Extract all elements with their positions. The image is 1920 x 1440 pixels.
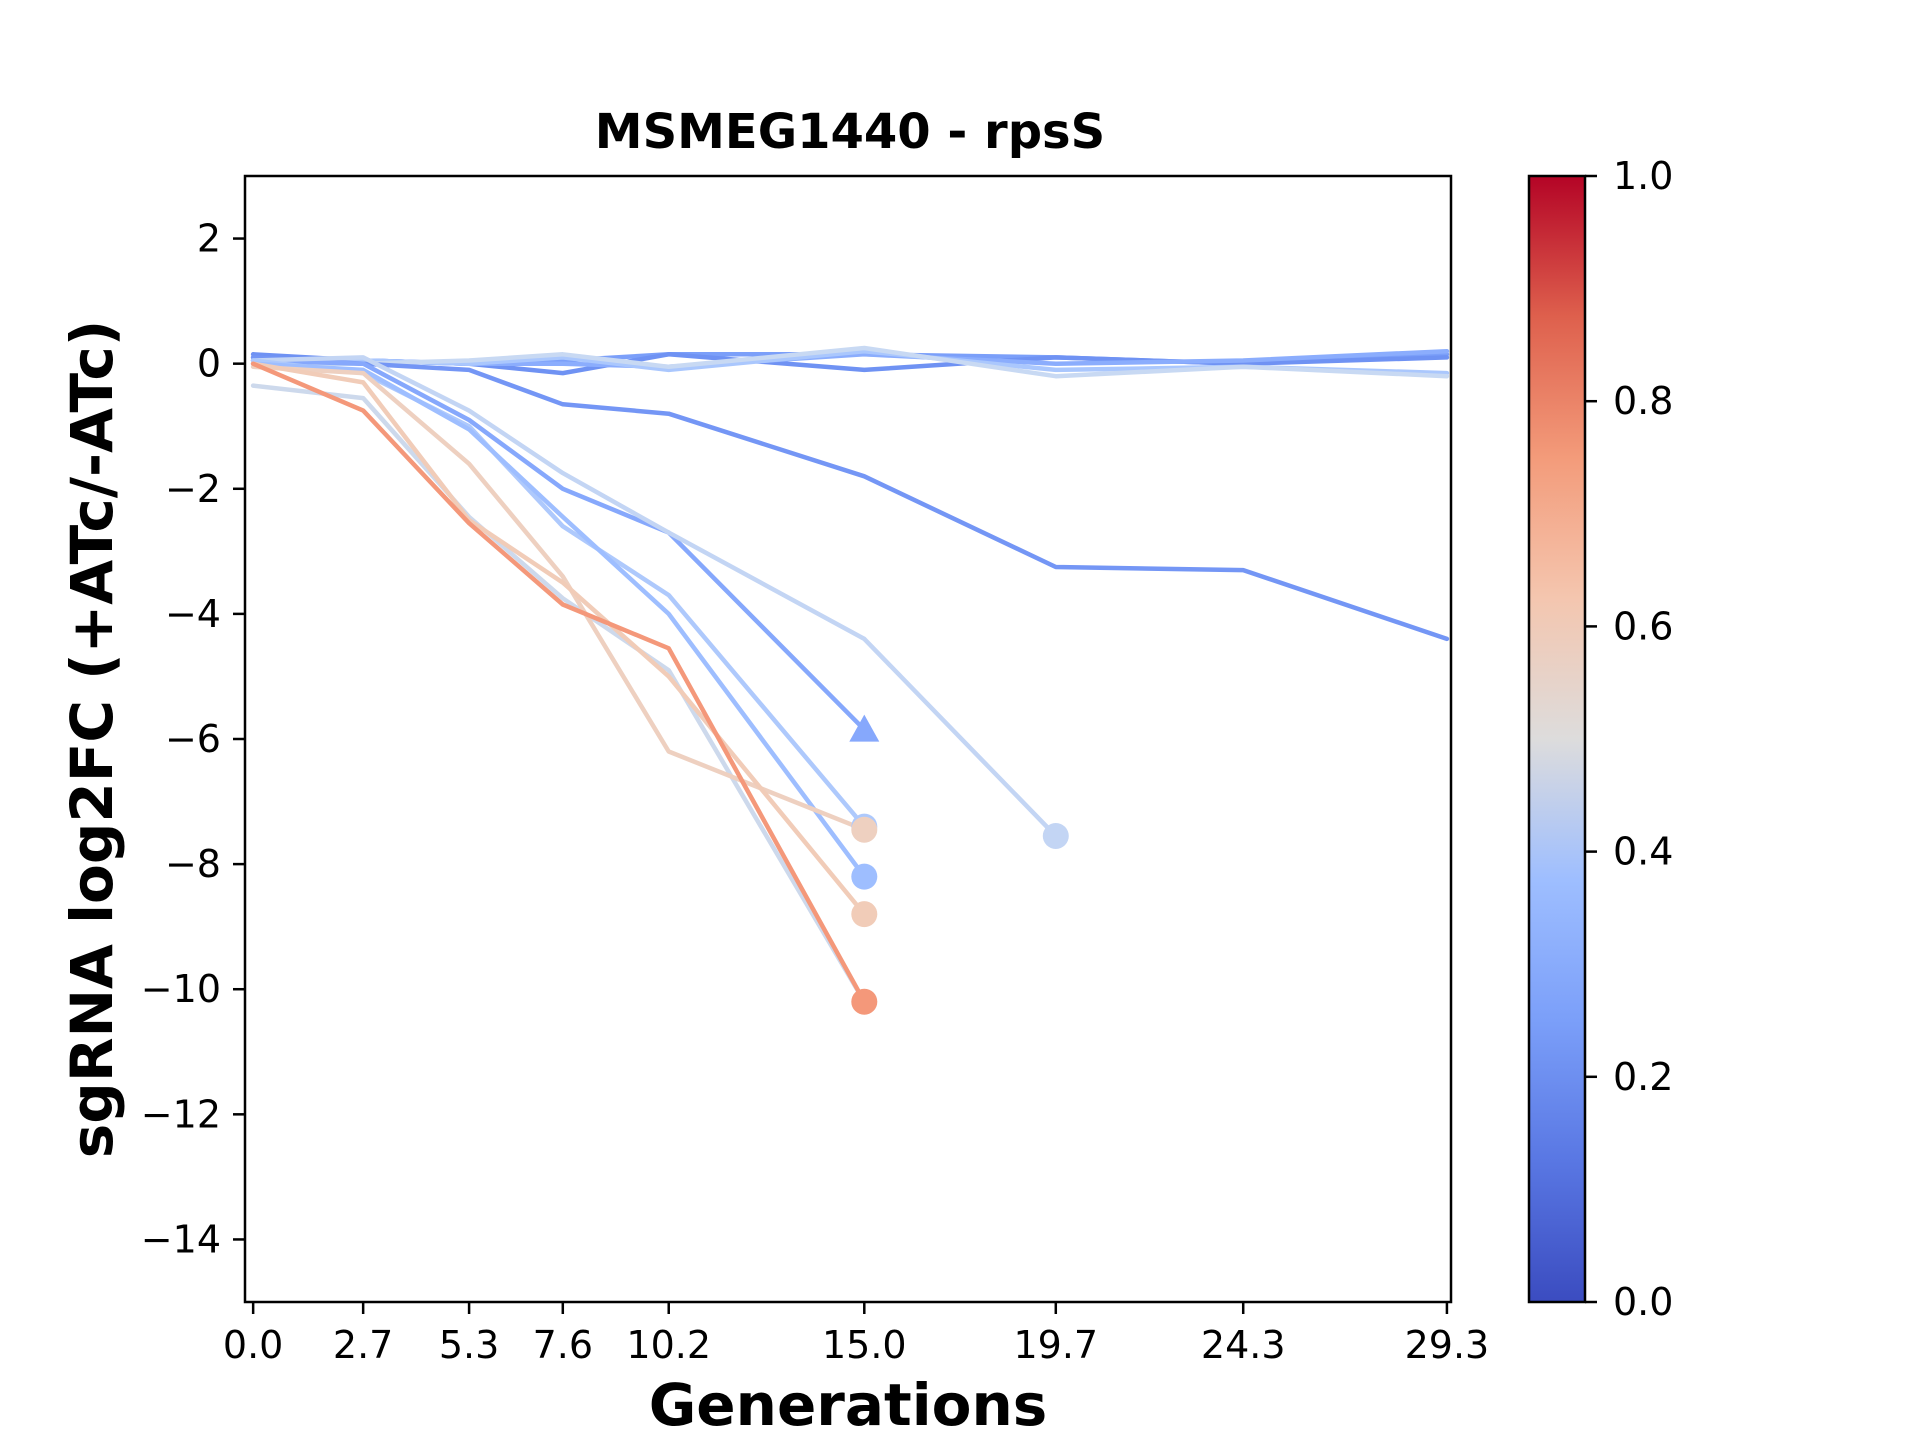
series-line-14	[250, 361, 867, 1004]
series-layer	[250, 345, 1450, 1004]
x-tick-label: 29.3	[1405, 1323, 1490, 1367]
plot-frame	[243, 174, 1453, 1304]
x-tick-label: 0.0	[223, 1323, 283, 1367]
y-tick-label: −10	[141, 967, 221, 1011]
x-axis: 0.0 2.7 5.3 7.6 10.2 15.0 19.7 24.3 29.3	[223, 1302, 1489, 1367]
series-end-point-12	[851, 816, 878, 843]
colorbar-tick-label: 0.4	[1613, 830, 1673, 874]
series-end-point-13	[851, 901, 878, 928]
series-end-point-14	[851, 988, 878, 1015]
series-line-12	[250, 364, 867, 832]
x-tick-label: 10.2	[626, 1323, 711, 1367]
y-tick-label: −6	[165, 717, 221, 761]
y-tick-label: −2	[165, 467, 221, 511]
y-axis: 2 0 −2 −4 −6 −8 −10 −12 −14	[141, 217, 245, 1261]
x-tick-label: 5.3	[439, 1323, 499, 1367]
colorbar-tick-label: 0.6	[1613, 604, 1673, 648]
series-line-13	[250, 361, 867, 917]
series-line-10	[250, 361, 867, 879]
x-tick-label: 2.7	[333, 1323, 393, 1367]
series-end-point-10	[851, 863, 878, 890]
series-line-11	[250, 383, 867, 1004]
colorbar-tick-label: 1.0	[1613, 154, 1673, 198]
series-end-point-8	[1042, 822, 1069, 849]
series-end-point-7	[849, 714, 880, 742]
x-tick-label: 15.0	[822, 1323, 907, 1367]
x-tick-label: 7.6	[533, 1323, 593, 1367]
y-tick-label: 0	[197, 342, 221, 386]
series-line-7	[250, 358, 867, 732]
colorbar-ticks: 0.0 0.2 0.4 0.6 0.8 1.0	[1585, 154, 1673, 1324]
colorbar-tick-label: 0.2	[1613, 1055, 1673, 1099]
x-tick-label: 24.3	[1201, 1323, 1286, 1367]
y-tick-label: −12	[141, 1092, 221, 1136]
colorbar: 0.0 0.2 0.4 0.6 0.8 1.0	[1527, 154, 1673, 1324]
chart-title: MSMEG1440 - rpsS	[595, 104, 1105, 160]
y-axis-label: sgRNA log2FC (+ATc/-ATc)	[58, 320, 126, 1158]
series-line-6	[250, 355, 1450, 642]
colorbar-tick-label: 0.0	[1613, 1280, 1673, 1324]
colorbar-gradient	[1527, 174, 1587, 1304]
x-tick-label: 19.7	[1013, 1323, 1098, 1367]
y-tick-label: −8	[165, 842, 221, 886]
series-line-8	[250, 355, 1059, 839]
y-tick-label: 2	[197, 217, 221, 261]
plot-area	[243, 174, 1453, 1304]
series-line-5	[250, 345, 1450, 379]
x-axis-label: Generations	[649, 1371, 1048, 1439]
y-tick-label: −14	[141, 1217, 221, 1261]
y-tick-label: −4	[165, 592, 221, 636]
colorbar-tick-label: 0.8	[1613, 379, 1673, 423]
marker-layer	[849, 714, 1069, 1015]
